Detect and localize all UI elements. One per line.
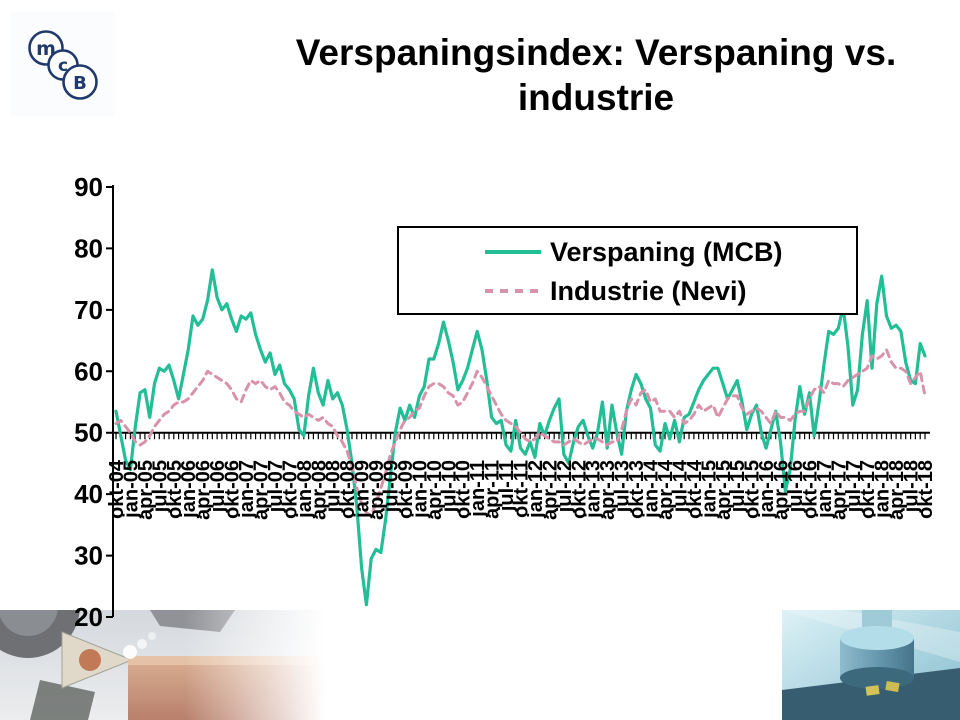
x-axis-label: apr-18 <box>886 460 908 520</box>
industrie-line <box>114 348 927 518</box>
logo-circle-b <box>62 64 98 100</box>
x-axis-label: apr-17 <box>828 460 850 520</box>
x-axis-label: jul-12 <box>554 460 576 513</box>
x-axis-label: jan-14 <box>641 459 663 519</box>
y-axis-ticks <box>106 186 113 618</box>
x-axis-label: apr-06 <box>193 460 215 520</box>
y-axis-label: 90 <box>74 172 103 202</box>
x-axis-label: jan-12 <box>525 460 547 519</box>
verspaning-line <box>114 268 927 607</box>
title-line-2: industrie <box>517 77 675 118</box>
x-axis-label: okt-15 <box>742 460 764 519</box>
x-axis-label: jan-08 <box>294 460 316 519</box>
x-axis-label: jul-18 <box>901 460 923 513</box>
x-axis-label: jul-06 <box>207 460 229 513</box>
photo-machining-right <box>782 610 960 720</box>
x-axis-label: apr-08 <box>308 460 330 520</box>
x-axis-label: jul-13 <box>612 460 634 513</box>
x-axis-label: apr-05 <box>135 460 157 520</box>
y-axis-label: 50 <box>74 418 103 448</box>
x-axis-label: jul-07 <box>265 460 287 513</box>
x-axis-label: apr-14 <box>655 459 677 520</box>
x-axis-label: jan-07 <box>236 460 258 519</box>
x-axis-label: jan-06 <box>178 460 200 519</box>
x-axis-label: jan-05 <box>120 460 142 519</box>
legend-label-industrie: Industrie (Nevi) <box>550 275 747 306</box>
x-axis-label: jan-11 <box>467 460 489 518</box>
mcb-logo: m c B <box>10 12 114 116</box>
slide-title: Verspaningsindex: Verspaning vs. industr… <box>216 30 960 120</box>
x-axis-label: okt-06 <box>222 460 244 519</box>
x-axis-label: apr-09 <box>366 460 388 520</box>
logo-letter-c: c <box>58 56 68 76</box>
legend-item-verspaning: Verspaning (MCB) <box>485 237 783 267</box>
title-line-1: Verspaningsindex: Verspaning vs. <box>295 32 897 73</box>
x-axis-label: jul-08 <box>323 460 345 513</box>
x-axis-label: jul-11 <box>496 460 518 512</box>
y-axis-label: 80 <box>74 233 103 263</box>
x-axis-label: okt-13 <box>626 460 648 519</box>
logo-letter-m: m <box>36 38 56 60</box>
x-axis-label: jan-13 <box>583 460 605 519</box>
x-axis-label: jul-05 <box>149 460 171 513</box>
y-axis-label: 40 <box>74 479 103 509</box>
x-axis-label: okt-11 <box>511 460 533 518</box>
x-axis-label: apr-07 <box>251 460 273 520</box>
y-axis-label: 70 <box>74 295 103 325</box>
photo-machining-right-art <box>782 610 960 720</box>
x-axis-label: jul-17 <box>843 460 865 513</box>
y-axis-label: 60 <box>74 356 103 386</box>
x-axis-label: jan-10 <box>409 460 431 519</box>
x-axis-label: jul-16 <box>785 460 807 513</box>
x-axis-label: okt-10 <box>453 460 475 519</box>
chart-legend: Verspaning (MCB) Industrie (Nevi) <box>397 226 858 315</box>
x-axis-label: apr-13 <box>597 460 619 520</box>
x-axis-label: okt-08 <box>337 460 359 519</box>
x-axis-label: jul-09 <box>381 460 403 513</box>
x-axis-label: okt-12 <box>568 460 590 519</box>
verspaning-line-sample <box>485 250 541 254</box>
x-axis-label: okt-17 <box>857 460 879 519</box>
x-axis-label: jan-15 <box>698 460 720 519</box>
x-axis-label: apr-12 <box>539 460 561 520</box>
y-axis-label: 30 <box>74 541 103 571</box>
x-axis-label: jul-10 <box>438 460 460 513</box>
x-axis-label: okt-16 <box>799 460 821 519</box>
x-axis-label: okt-05 <box>164 460 186 519</box>
x-axis-label: apr-10 <box>424 460 446 520</box>
x-axis-label: okt-04 <box>106 459 128 519</box>
legend-item-industrie: Industrie (Nevi) <box>485 276 747 306</box>
x-axis-label: okt-14 <box>684 459 706 519</box>
legend-label-verspaning: Verspaning (MCB) <box>550 236 783 267</box>
x-axis-label: jul-14 <box>669 459 691 513</box>
x-axis-label: jan-17 <box>814 460 836 519</box>
x-axis-label: apr-11 <box>482 460 504 519</box>
x-axis-label: jul-15 <box>727 460 749 513</box>
x-axis-label: jan-09 <box>352 460 374 519</box>
x-axis-label: apr-15 <box>713 460 735 520</box>
x-axis-label: jan-18 <box>872 460 894 519</box>
x-axis-label: okt-07 <box>279 460 301 519</box>
x-axis-label: okt-18 <box>915 460 937 519</box>
logo-letter-b: B <box>73 73 87 94</box>
industrie-line-sample <box>485 289 541 293</box>
x-axis-label: apr-16 <box>771 460 793 520</box>
x-axis-label: okt-09 <box>395 460 417 519</box>
x-axis-label: jan-16 <box>756 460 778 519</box>
y-axis-label: 20 <box>74 602 103 632</box>
